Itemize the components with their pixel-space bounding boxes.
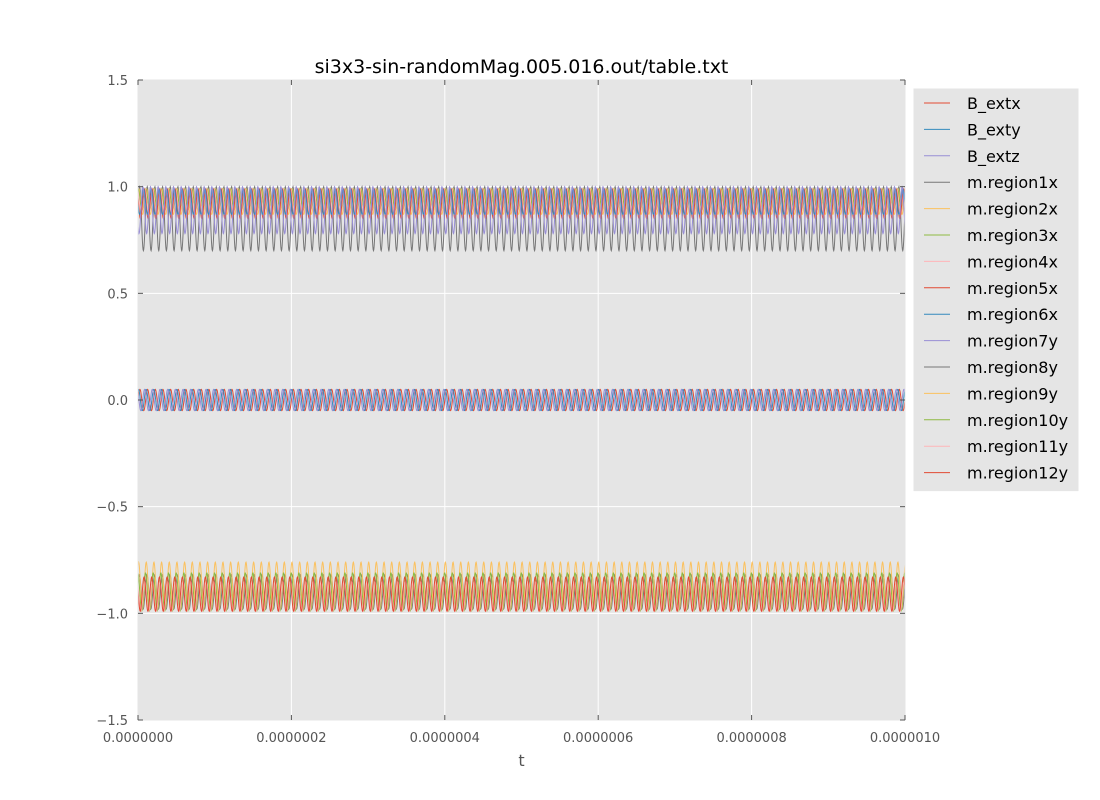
legend-label: m.region12y <box>967 464 1068 483</box>
series-line <box>137 388 906 412</box>
legend-label: m.region2x <box>967 200 1058 219</box>
x-tick-label: 0.0000010 <box>870 731 940 746</box>
x-axis-label: t <box>518 751 524 770</box>
legend-item: m.region6x <box>924 305 1058 324</box>
x-tick-label: 0.0000002 <box>256 731 326 746</box>
y-tick-label: 1.0 <box>107 181 128 196</box>
x-tick-label: 0.0000004 <box>410 731 480 746</box>
y-tick-label: 1.5 <box>107 74 128 89</box>
legend-label: B_extz <box>967 147 1020 167</box>
legend-item: m.region8y <box>924 358 1058 377</box>
legend-item: m.region9y <box>924 384 1058 403</box>
legend-box <box>912 87 1080 493</box>
legend-label: m.region8y <box>967 358 1058 377</box>
legend-item: B_extz <box>924 147 1020 167</box>
legend-label: m.region10y <box>967 411 1068 430</box>
x-tick-label: 0.0000006 <box>563 731 633 746</box>
legend-label: m.region1x <box>967 173 1058 192</box>
series-line <box>137 185 906 235</box>
legend: B_extx B_exty B_extz m.region1x m.region2x m.… <box>912 87 1080 493</box>
legend-item: m.region11y <box>924 437 1068 456</box>
legend-label: m.region6x <box>967 305 1058 324</box>
legend-label: m.region3x <box>967 226 1058 245</box>
y-tick-label: 0.0 <box>107 394 128 409</box>
series-line <box>137 572 906 612</box>
y-tick-label: −1.0 <box>96 607 128 622</box>
legend-label: m.region7y <box>967 332 1058 351</box>
x-tick-label: 0.0000008 <box>716 731 786 746</box>
legend-label: B_exty <box>967 120 1021 140</box>
y-tick-label: 0.5 <box>107 287 128 302</box>
series-lines <box>137 185 906 613</box>
legend-item: m.region1x <box>924 173 1058 192</box>
series-line <box>137 388 906 412</box>
legend-item: m.region4x <box>924 252 1058 271</box>
chart-title: si3x3-sin-randomMag.005.016.out/table.tx… <box>315 56 729 78</box>
legend-label: m.region11y <box>967 437 1068 456</box>
legend-item: m.region5x <box>924 279 1058 298</box>
legend-label: B_extx <box>967 94 1021 114</box>
y-tick-label: −1.5 <box>96 714 128 729</box>
legend-label: m.region4x <box>967 252 1058 271</box>
legend-item: B_extx <box>924 94 1021 114</box>
legend-label: m.region9y <box>967 384 1058 403</box>
legend-item: m.region3x <box>924 226 1058 245</box>
legend-item: m.region10y <box>924 411 1068 430</box>
y-tick-label: −0.5 <box>96 501 128 516</box>
series-line <box>137 576 906 613</box>
legend-item: m.region7y <box>924 332 1058 351</box>
legend-item: B_exty <box>924 120 1021 140</box>
legend-label: m.region5x <box>967 279 1058 298</box>
axis-ticks: 0.0000000 0.0000002 0.0000004 0.0000006 0.00… <box>96 74 940 746</box>
legend-item: m.region12y <box>924 464 1068 483</box>
legend-item: m.region2x <box>924 200 1058 219</box>
x-tick-label: 0.0000000 <box>103 731 173 746</box>
